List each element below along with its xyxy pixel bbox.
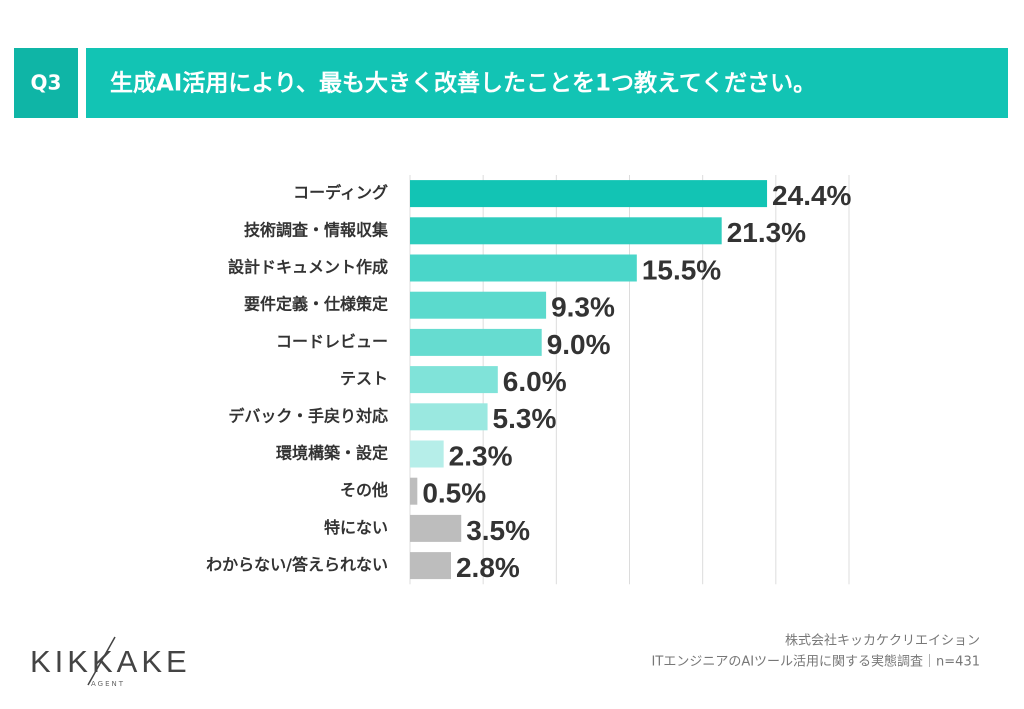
category-label: コーディング — [293, 183, 388, 202]
bar — [410, 552, 451, 580]
value-label: 24.4% — [772, 180, 851, 211]
source: ITエンジニアのAIツール活用に関する実態調査｜n=431 — [652, 654, 980, 670]
category-label: 要件定義・仕様策定 — [244, 295, 388, 314]
value-label: 0.5% — [422, 478, 486, 509]
tag-box — [14, 48, 78, 118]
tag: Q3 — [31, 71, 62, 95]
bar — [410, 328, 542, 356]
bar — [410, 440, 444, 468]
bar — [410, 217, 722, 245]
category-label: その他 — [340, 481, 388, 500]
bar — [410, 514, 462, 542]
category-label: コードレビュー — [276, 332, 388, 351]
logo-stroke — [87, 636, 116, 686]
logo: KIKKAKE — [30, 644, 191, 679]
value-label: 3.5% — [466, 515, 530, 546]
category-label: テスト — [340, 369, 388, 388]
source: 株式会社キッカケクリエイション — [785, 633, 980, 649]
bar — [410, 403, 488, 431]
value-label: 2.8% — [456, 552, 520, 583]
bar — [410, 180, 768, 208]
bar — [410, 366, 498, 394]
bar — [410, 477, 418, 505]
bar — [410, 254, 637, 282]
category-label: 環境構築・設定 — [276, 444, 388, 463]
value-label: 6.0% — [503, 366, 567, 397]
logo-sub: AGENT — [91, 680, 125, 688]
category-label: 設計ドキュメント作成 — [228, 258, 388, 277]
value-label: 9.3% — [551, 292, 615, 323]
value-label: 15.5% — [642, 254, 721, 285]
bar — [410, 291, 547, 319]
value-label: 2.3% — [449, 440, 513, 471]
value-label: 21.3% — [727, 217, 806, 248]
title-box — [86, 48, 1008, 118]
value-label: 9.0% — [547, 329, 611, 360]
title: 生成AI活用により、最も大きく改善したことを1つ教えてください。 — [110, 70, 816, 97]
category-label: デバック・手戻り対応 — [228, 406, 388, 425]
plot: コーディング 24.4% 技術調査・情報収集 21.3% 設計ドキュメント作成 15.5%… — [206, 175, 852, 585]
value-label: 5.3% — [493, 403, 557, 434]
category-label: わからない/答えられない — [206, 555, 388, 574]
category-label: 技術調査・情報収集 — [244, 220, 389, 239]
category-label: 特にない — [324, 518, 388, 537]
